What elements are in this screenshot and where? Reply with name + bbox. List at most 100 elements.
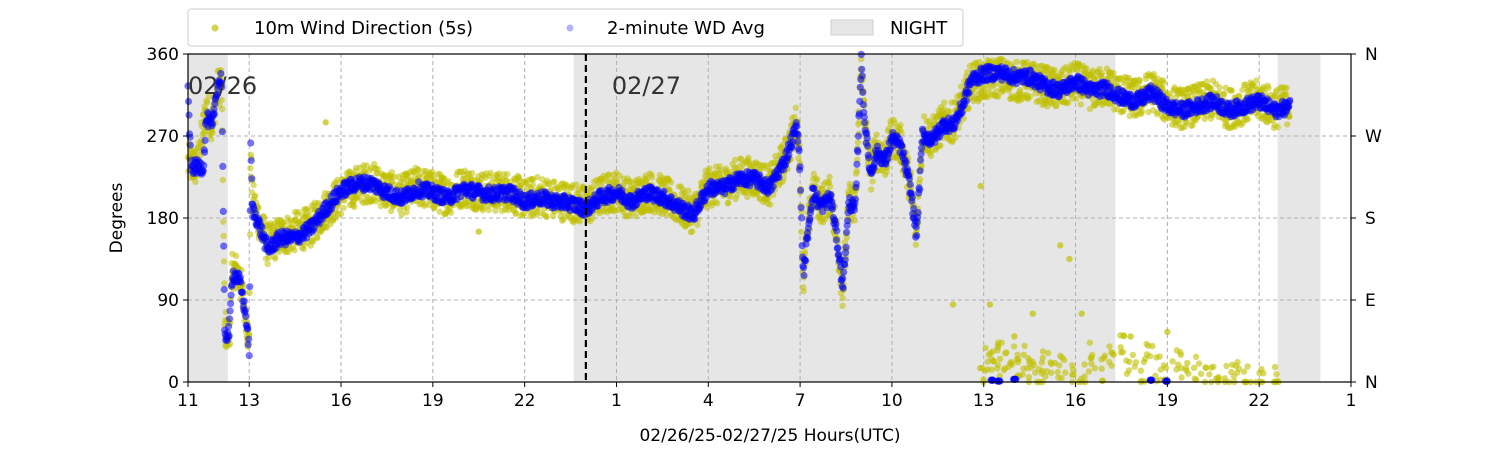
wd-avg-point <box>908 193 916 202</box>
wind-direction-point <box>388 169 395 176</box>
wind-direction-point <box>732 156 739 163</box>
wind-direction-point <box>264 260 271 268</box>
wind-direction-point <box>297 218 304 225</box>
data-points-layer <box>184 50 1294 386</box>
wind-direction-point <box>232 252 240 259</box>
wd-avg-point <box>245 335 253 343</box>
wind-direction-point <box>1244 363 1251 370</box>
wind-direction-point <box>1086 339 1094 346</box>
wind-direction-point <box>280 221 287 228</box>
wd-avg-point <box>827 192 835 200</box>
wind-direction-point <box>221 280 228 287</box>
wind-direction-point <box>937 142 944 149</box>
wind-direction-point <box>685 187 692 194</box>
wind-direction-point <box>977 182 984 190</box>
wind-direction-point <box>192 178 199 185</box>
wind-direction-point <box>1066 255 1073 263</box>
wd-avg-point <box>853 160 861 168</box>
wind-direction-point <box>1048 360 1055 368</box>
wd-avg-point <box>917 156 925 164</box>
wind-direction-point <box>994 341 1001 349</box>
wd-avg-point <box>238 288 246 296</box>
wd-avg-point <box>906 180 914 189</box>
wd-avg-point <box>832 236 840 244</box>
wind-direction-point <box>375 165 382 173</box>
wd-avg-point <box>900 149 908 157</box>
wind-direction-point <box>897 121 904 129</box>
wind-direction-point <box>520 210 528 217</box>
wind-direction-point <box>1010 343 1018 350</box>
wind-direction-point <box>839 294 846 302</box>
wind-direction-point <box>1169 358 1176 365</box>
wind-direction-point <box>291 246 298 254</box>
wd-avg-point <box>850 206 859 214</box>
wind-direction-point <box>994 361 1002 369</box>
wind-direction-point <box>1013 58 1020 65</box>
wd-avg-point <box>227 300 235 308</box>
wind-direction-point <box>246 231 254 238</box>
wind-direction-point <box>1234 359 1241 366</box>
wind-direction-point <box>1001 365 1008 372</box>
wind-direction-point <box>495 170 503 177</box>
wind-direction-point <box>706 165 713 172</box>
wind-direction-point <box>766 201 774 208</box>
wind-direction-point <box>1058 374 1065 382</box>
wd-avg-point <box>800 271 808 280</box>
wind-direction-point <box>1220 91 1228 98</box>
wind-direction-point <box>1132 359 1140 366</box>
wind-direction-point <box>1127 333 1134 340</box>
grid-layer <box>188 54 1351 382</box>
wd-avg-point <box>242 312 250 320</box>
wind-direction-point <box>306 207 314 215</box>
wind-direction-point <box>517 182 524 190</box>
wind-direction-point <box>1228 87 1236 94</box>
wind-direction-point <box>1021 342 1028 350</box>
wind-direction-point <box>1192 353 1200 360</box>
wd-avg-point <box>963 97 971 105</box>
wind-direction-point <box>694 221 701 229</box>
wind-direction-point <box>504 170 511 178</box>
wind-direction-point <box>1195 360 1203 367</box>
wind-direction-point <box>1265 84 1272 92</box>
wd-avg-point <box>859 101 867 109</box>
wd-avg-point <box>798 214 806 222</box>
wind-direction-point <box>1129 351 1137 359</box>
wd-avg-point <box>832 220 840 228</box>
wd-avg-point <box>225 332 233 340</box>
wd-avg-point <box>916 167 924 175</box>
wind-direction-point <box>1153 354 1160 361</box>
wind-direction-point <box>598 179 606 186</box>
wind-direction-point <box>1216 84 1223 91</box>
wind-direction-point <box>1078 310 1085 317</box>
wind-direction-point <box>632 213 639 220</box>
wind-direction-point <box>310 238 317 245</box>
wd-avg-point <box>864 142 872 150</box>
wind-direction-point <box>867 186 875 193</box>
wind-direction-point <box>252 192 259 199</box>
wind-direction-point <box>946 108 953 116</box>
wind-direction-point <box>1057 242 1064 249</box>
wind-direction-point <box>1120 333 1128 340</box>
wd-avg-point <box>865 154 873 162</box>
wind-direction-point <box>1177 351 1185 359</box>
wind-direction-point <box>916 176 924 183</box>
wind-direction-point <box>854 139 862 146</box>
wind-direction-point <box>1007 360 1014 367</box>
wd-avg-point <box>797 186 805 194</box>
wind-direction-point <box>727 193 734 200</box>
wd-avg-point <box>854 132 863 140</box>
wind-direction-point <box>247 165 254 172</box>
wd-avg-point <box>220 285 228 294</box>
wind-direction-point <box>714 200 721 207</box>
wind-direction-point <box>207 136 215 143</box>
wind-direction-point <box>667 179 675 186</box>
wind-direction-point <box>219 176 227 184</box>
wd-avg-point <box>958 109 966 117</box>
wind-direction-point <box>1015 356 1022 363</box>
wd-avg-point <box>185 111 193 119</box>
wind-direction-point <box>1164 328 1171 336</box>
wind-direction-point <box>387 207 395 215</box>
wind-direction-point <box>219 105 226 113</box>
wind-direction-point <box>1197 370 1205 377</box>
wind-direction-point <box>1190 364 1198 371</box>
